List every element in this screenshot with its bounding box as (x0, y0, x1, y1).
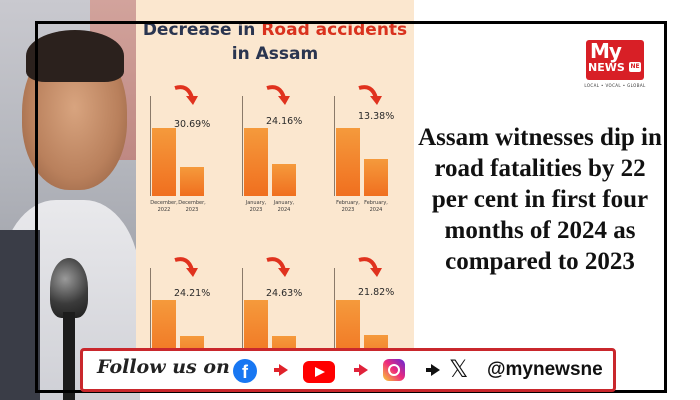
arrow-right-icon (354, 364, 368, 376)
comparison-panel: 21.82% (328, 257, 406, 352)
decrease-arrow-icon (358, 85, 382, 105)
bar-previous-year (336, 128, 360, 196)
bar-current-year (272, 164, 296, 196)
comparison-panel: 24.16% January, 2023 January, 2024 (236, 85, 314, 228)
comparison-panel: 13.38% February, 2023 February, 2024 (328, 85, 406, 228)
panel-axis (242, 268, 243, 352)
follow-bar: Follow us on f 𝕏 @mynewsne (80, 348, 616, 392)
decrease-arrow-icon (266, 257, 290, 277)
bar-current-year (364, 335, 388, 352)
microphone-stand (63, 312, 75, 400)
infographic-title: Decrease in Road accidents in Assam (136, 18, 414, 66)
bar-previous-year (152, 300, 176, 352)
comparison-panel: 24.21% (144, 257, 222, 352)
title-line2: in Assam (231, 44, 319, 64)
decrease-percent: 30.69% (174, 119, 211, 130)
decrease-percent: 24.16% (266, 116, 303, 127)
bar-previous-year (244, 300, 268, 352)
bar-previous-year (244, 128, 268, 196)
arrow-right-icon (274, 364, 288, 376)
title-plain: Decrease in (142, 20, 262, 40)
x-icon[interactable]: 𝕏 (449, 355, 469, 383)
follow-label: Follow us on (97, 356, 230, 378)
social-handle[interactable]: @mynewsne (487, 359, 603, 380)
logo-news: NEWS (588, 61, 625, 74)
decrease-arrow-icon (174, 85, 198, 105)
panel-axis (242, 96, 243, 196)
from-label: February, 2023 (336, 200, 360, 213)
to-label: February, 2024 (364, 200, 388, 213)
bar-previous-year (152, 128, 176, 196)
microphone (50, 258, 88, 318)
decrease-percent: 24.21% (174, 288, 211, 299)
road-accidents-infographic: Decrease in Road accidents in Assam 30.6… (136, 0, 414, 352)
from-label: December, 2022 (150, 200, 178, 213)
speaker-photo (0, 0, 140, 400)
facebook-icon[interactable]: f (233, 359, 257, 383)
decrease-percent: 21.82% (358, 287, 395, 298)
panel-axis (150, 268, 151, 352)
logo-ne: NE (629, 62, 641, 72)
bar-current-year (180, 167, 204, 196)
comparison-panel: 30.69% December, 2022 December, 2023 (144, 85, 222, 228)
speaker-jacket (0, 230, 40, 400)
bar-current-year (364, 159, 388, 196)
arrow-right-icon (426, 364, 440, 376)
decrease-percent: 24.63% (266, 288, 303, 299)
logo-my: My (590, 39, 622, 63)
youtube-icon[interactable] (303, 361, 335, 383)
decrease-arrow-icon (358, 257, 382, 277)
title-highlight: Road accidents (261, 20, 408, 40)
instagram-icon[interactable] (383, 359, 405, 381)
to-label: January, 2024 (273, 200, 295, 213)
bar-previous-year (336, 300, 360, 352)
decrease-arrow-icon (174, 257, 198, 277)
panel-axis (334, 96, 335, 196)
panel-axis (334, 268, 335, 352)
logo-tagline: LOCAL • VOCAL • GLOBAL (584, 83, 646, 88)
panel-axis (150, 96, 151, 196)
from-label: January, 2023 (245, 200, 267, 213)
mynews-logo: My NEWS NE LOCAL • VOCAL • GLOBAL (584, 39, 646, 92)
comparison-panel: 24.63% (236, 257, 314, 352)
headline: Assam witnesses dip in road fatalities b… (418, 124, 662, 275)
to-label: December, 2023 (178, 200, 206, 213)
logo-box (586, 40, 644, 80)
decrease-arrow-icon (266, 85, 290, 105)
speaker-hair (26, 30, 124, 82)
decrease-percent: 13.38% (358, 111, 395, 122)
